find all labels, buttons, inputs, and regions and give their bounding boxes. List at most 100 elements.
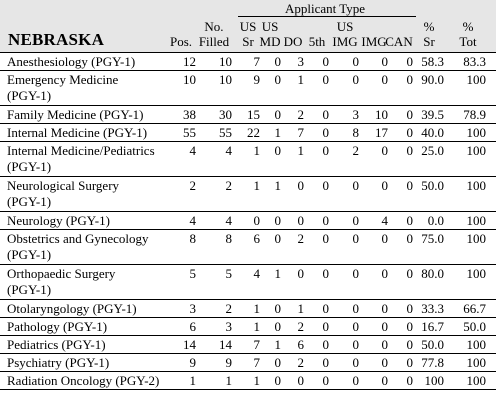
- cell-do: 2: [297, 355, 305, 370]
- cell-can: 0: [406, 143, 414, 158]
- cell-pct-sr: 100: [424, 373, 445, 388]
- column-header-line: Filled: [198, 34, 230, 49]
- cell-fifth: 0: [322, 178, 330, 193]
- cell-do: 7: [297, 125, 305, 140]
- cell-fifth: 0: [322, 107, 330, 122]
- cell-pct-sr: 25.0: [421, 143, 444, 158]
- cell-filled: 4: [225, 213, 233, 228]
- cell-can: 0: [406, 266, 414, 281]
- cell-us-sr: 1: [253, 301, 261, 316]
- cell-pos: 14: [183, 337, 196, 352]
- cell-fifth: 0: [322, 266, 330, 281]
- cell-us-md: 0: [274, 143, 282, 158]
- cell-img: 0: [381, 231, 389, 246]
- state-title: NEBRASKA: [8, 30, 105, 49]
- cell-us-md: 0: [274, 213, 282, 228]
- cell-pos: 10: [183, 72, 196, 87]
- cell-can: 0: [406, 355, 414, 370]
- column-header-us-sr: US Sr: [233, 19, 263, 49]
- specialty-line: Neurology (PGY-1): [7, 213, 110, 228]
- table-row: Internal Medicine/Pediatrics (PGY-1) 4 4 1 0 1…: [0, 142, 496, 177]
- cell-us-sr: 6: [253, 231, 261, 246]
- cell-pct-sr: 90.0: [421, 72, 444, 87]
- table-row: Obstetrics and Gynecology (PGY-1) 8 8 6 0 2 0 0 0…: [0, 230, 496, 265]
- cell-us-md: 0: [274, 301, 282, 316]
- column-header-line: US: [336, 19, 354, 34]
- table-row: Anesthesiology (PGY-1) 12 10 7 0 3 0 0 0 0 58.3 83.…: [0, 53, 496, 71]
- column-header-line: 5th: [308, 34, 326, 49]
- cell-can: 0: [406, 107, 414, 122]
- cell-img: 0: [381, 373, 389, 388]
- cell-img: 17: [375, 125, 388, 140]
- cell-us-img: 3: [352, 107, 360, 122]
- specialty-line: Obstetrics and Gynecology: [7, 231, 149, 246]
- cell-pct-tot: 78.9: [463, 107, 486, 122]
- cell-us-img: 2: [352, 143, 360, 158]
- cell-pct-sr: 80.0: [421, 266, 444, 281]
- cell-img: 4: [381, 213, 389, 228]
- specialty-line: (PGY-1): [7, 88, 52, 103]
- cell-do: 2: [297, 231, 305, 246]
- cell-fifth: 0: [322, 125, 330, 140]
- table-body: Anesthesiology (PGY-1) 12 10 7 0 3 0 0 0 0 58.3 83.…: [0, 53, 496, 390]
- cell-us-md: 1: [274, 178, 282, 193]
- specialty-line: (PGY-1): [7, 159, 52, 174]
- cell-filled: 3: [225, 319, 233, 334]
- specialty-name: Otolaryngology (PGY-1): [7, 301, 137, 317]
- cell-pct-tot: 100: [466, 72, 487, 87]
- column-header-line: %: [462, 19, 474, 34]
- column-header-line: IMG: [332, 34, 358, 49]
- cell-pct-sr: 58.3: [421, 54, 444, 69]
- column-header-line: Pos.: [169, 34, 193, 49]
- cell-can: 0: [406, 72, 414, 87]
- cell-pos: 5: [189, 266, 197, 281]
- specialty-name: Neurological Surgery (PGY-1): [7, 178, 119, 210]
- cell-filled: 30: [219, 107, 232, 122]
- cell-pos: 8: [189, 231, 197, 246]
- cell-us-md: 0: [274, 231, 282, 246]
- cell-us-sr: 9: [253, 72, 261, 87]
- cell-pct-tot: 66.7: [463, 301, 486, 316]
- specialty-line: Internal Medicine/Pediatrics: [7, 143, 155, 158]
- cell-filled: 5: [225, 266, 233, 281]
- specialty-line: Orthopaedic Surgery: [7, 266, 116, 281]
- table-header-background: [0, 0, 496, 52]
- applicant-type-group-label: Applicant Type: [284, 1, 366, 16]
- cell-pos: 9: [189, 355, 197, 370]
- cell-can: 0: [406, 301, 414, 316]
- specialty-name: Neurology (PGY-1): [7, 213, 110, 229]
- column-header-line: CAN: [385, 34, 413, 49]
- cell-pos: 2: [189, 178, 197, 193]
- column-header-can: CAN: [382, 34, 416, 49]
- cell-img: 0: [381, 355, 389, 370]
- cell-us-sr: 22: [247, 125, 260, 140]
- cell-us-md: 0: [274, 107, 282, 122]
- column-header-do: DO: [279, 34, 307, 49]
- cell-fifth: 0: [322, 72, 330, 87]
- cell-img: 0: [381, 319, 389, 334]
- table-row: Neurology (PGY-1) 4 4 0 0 0 0 0 4 0 0.0 100: [0, 212, 496, 230]
- specialty-line: Neurological Surgery: [7, 178, 120, 193]
- column-header-line: IMG: [361, 34, 387, 49]
- cell-filled: 4: [225, 143, 233, 158]
- cell-do: 0: [297, 266, 305, 281]
- cell-us-img: 0: [352, 301, 360, 316]
- cell-us-sr: 7: [253, 355, 261, 370]
- cell-us-md: 1: [274, 266, 282, 281]
- cell-us-sr: 1: [253, 319, 261, 334]
- cell-us-img: 0: [352, 337, 360, 352]
- cell-fifth: 0: [322, 231, 330, 246]
- cell-filled: 2: [225, 301, 233, 316]
- table-row: Psychiatry (PGY-1) 9 9 7 0 2 0 0 0 0 77.8 100: [0, 354, 496, 372]
- cell-img: 0: [381, 178, 389, 193]
- cell-fifth: 0: [322, 337, 330, 352]
- cell-us-md: 0: [274, 355, 282, 370]
- specialty-line: (PGY-1): [7, 194, 52, 209]
- cell-pct-sr: 39.5: [421, 107, 444, 122]
- cell-can: 0: [406, 54, 414, 69]
- cell-us-md: 1: [274, 337, 282, 352]
- specialty-name: Radiation Oncology (PGY-2): [7, 373, 159, 389]
- cell-fifth: 0: [322, 54, 330, 69]
- cell-us-sr: 1: [253, 373, 261, 388]
- cell-pct-tot: 83.3: [463, 54, 486, 69]
